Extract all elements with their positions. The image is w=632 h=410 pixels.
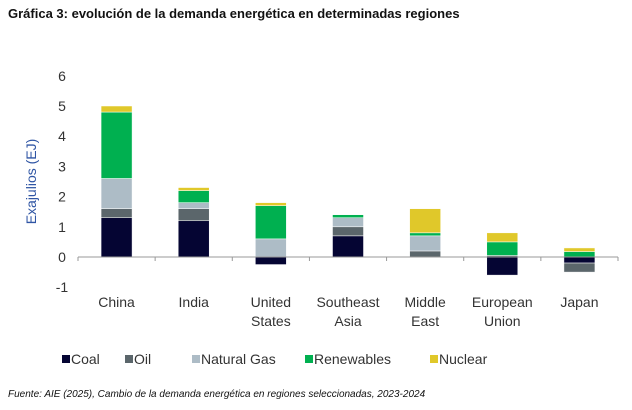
legend-label: Renewables — [314, 351, 391, 367]
legend-label: Coal — [71, 351, 100, 367]
legend-swatch-natural-gas — [192, 355, 200, 363]
bar-segment-coal — [177, 220, 210, 258]
bar-segment-oil — [332, 226, 364, 237]
legend-label: Natural Gas — [201, 351, 276, 367]
bar-segment-nuclear — [177, 187, 210, 191]
bar-segment-oil — [563, 262, 596, 273]
x-tick-label: Middle — [405, 294, 446, 310]
bar-segment-coal — [486, 256, 519, 276]
x-tick-label: Southeast — [316, 294, 379, 310]
y-tick-label: 0 — [58, 249, 66, 265]
x-tick-label: United — [251, 294, 291, 310]
bar-segment-renewables — [177, 190, 210, 203]
legend-label: Oil — [134, 351, 151, 367]
legend-swatch-nuclear — [430, 355, 438, 363]
bar-segment-coal — [100, 217, 133, 258]
bar-segment-nuclear — [100, 105, 133, 113]
y-tick-label: 4 — [58, 128, 66, 144]
bar-segment-renewables — [563, 251, 596, 258]
bar-segment-oil — [100, 208, 133, 218]
y-tick-label: 3 — [58, 158, 66, 174]
bar-segment-natural-gas — [177, 202, 210, 209]
y-tick-label: 2 — [58, 189, 66, 205]
bar-segment-oil — [409, 250, 441, 258]
bar-segment-nuclear — [486, 232, 519, 243]
bar-segment-nuclear — [255, 202, 287, 206]
x-tick-label: China — [98, 294, 135, 310]
y-axis-label: Exajulios (EJ) — [23, 139, 39, 225]
y-tick-label: 5 — [58, 98, 66, 114]
x-tick-label: East — [411, 313, 439, 329]
legend-swatch-oil — [125, 355, 133, 363]
y-tick-label: -1 — [56, 279, 69, 295]
bar-segment-oil — [177, 208, 210, 222]
bar-segment-coal — [563, 256, 596, 264]
bar-segment-natural-gas — [409, 235, 441, 252]
legend-swatch-coal — [62, 355, 70, 363]
x-tick-label: Asia — [334, 313, 361, 329]
bar-segment-renewables — [409, 232, 441, 237]
source-note: Fuente: AIE (2025), Cambio de la demanda… — [8, 389, 426, 400]
y-tick-label: 1 — [58, 219, 66, 235]
x-tick-label: India — [179, 294, 210, 310]
bar-segment-renewables — [332, 214, 364, 218]
x-tick-label: States — [251, 313, 291, 329]
y-tick-label: 6 — [58, 68, 66, 84]
stacked-bar-chart: -1 0 1 2 3 4 5 6 Exajulios (EJ) China India United S… — [23, 68, 619, 367]
bar-segment-renewables — [486, 241, 519, 256]
bar-segment-natural-gas — [332, 217, 364, 228]
legend-swatch-renewables — [305, 355, 313, 363]
legend-label: Nuclear — [439, 351, 488, 367]
bar-segment-coal — [255, 256, 287, 265]
bar-segment-coal — [332, 235, 364, 258]
x-tick-label: Union — [484, 313, 521, 329]
x-tick-label: Japan — [560, 294, 598, 310]
bar-segment-natural-gas — [100, 178, 133, 209]
x-tick-label: European — [472, 294, 533, 310]
chart-title: Gráfica 3: evolución de la demanda energ… — [8, 6, 460, 21]
bar-segment-nuclear — [409, 208, 441, 234]
bar-segment-renewables — [255, 205, 287, 240]
bar-segment-nuclear — [563, 247, 596, 252]
bar-segment-natural-gas — [255, 238, 287, 258]
bar-segment-renewables — [100, 111, 133, 179]
